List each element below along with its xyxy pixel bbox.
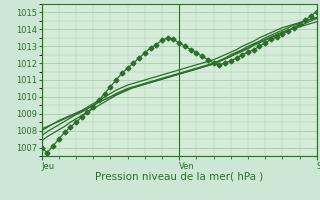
X-axis label: Pression niveau de la mer( hPa ): Pression niveau de la mer( hPa ) <box>95 172 263 182</box>
